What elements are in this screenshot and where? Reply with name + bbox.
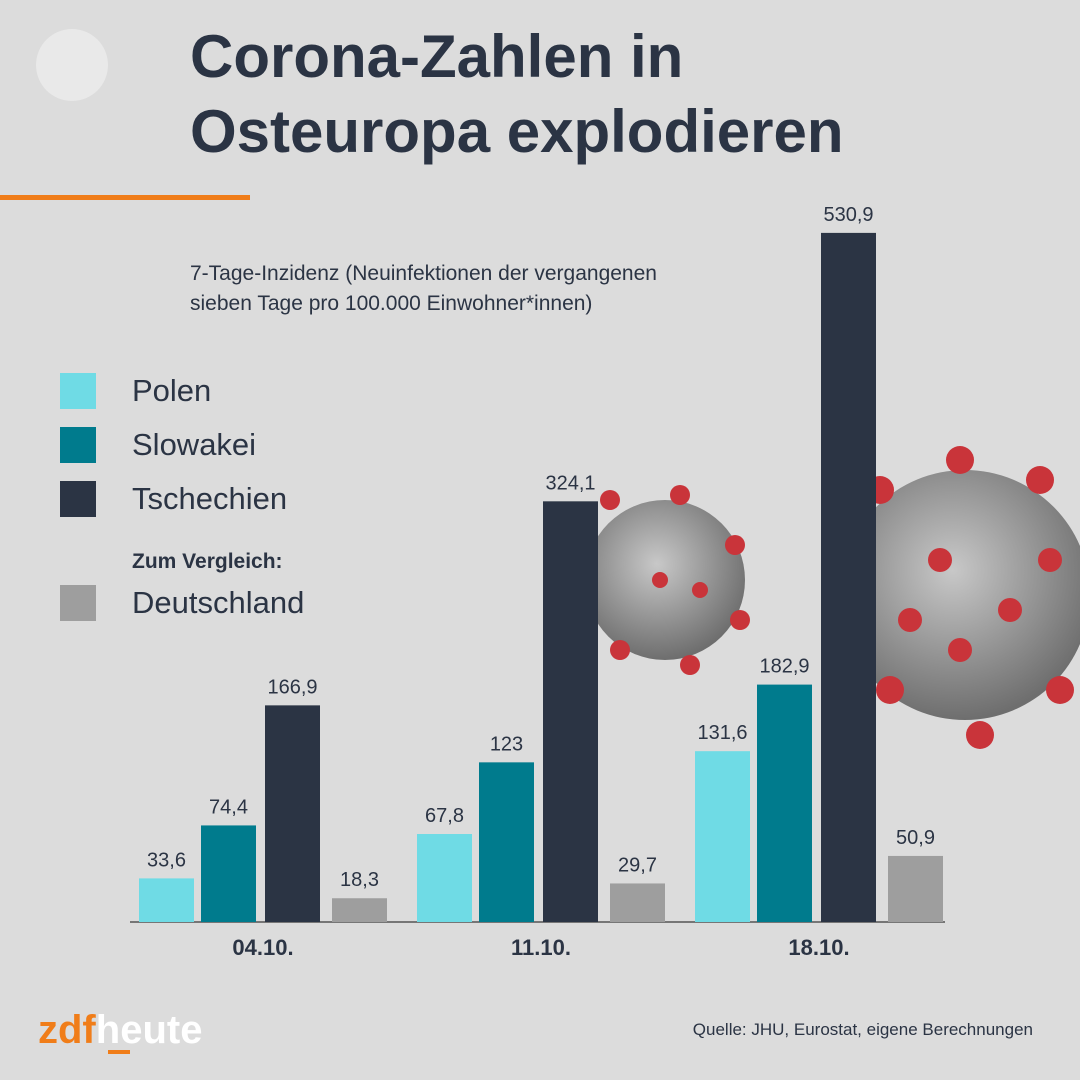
bar: [821, 232, 876, 923]
value-label: 123: [490, 733, 523, 755]
virus-illustration: [585, 446, 1080, 749]
bar: [201, 825, 256, 922]
bar: [543, 501, 598, 922]
source: Quelle: JHU, Eurostat, eigene Berechnung…: [693, 1020, 1033, 1039]
watermark-logo: [36, 29, 108, 101]
logo-part: zdf: [38, 1008, 96, 1052]
bar: [265, 705, 320, 922]
bar: [479, 762, 534, 922]
x-tick-label: 04.10.: [232, 935, 293, 960]
logo-part: heute: [96, 1008, 203, 1052]
bar: [139, 878, 194, 922]
x-tick-label: 18.10.: [788, 935, 849, 960]
value-label: 29,7: [618, 854, 657, 876]
legend-swatch: [60, 427, 96, 463]
bar: [417, 833, 472, 922]
logo: zdfheute: [38, 1008, 202, 1052]
subtitle: 7-Tage-Inzidenz (Neuinfektionen der verg…: [190, 262, 657, 285]
subtitle: sieben Tage pro 100.000 Einwohner*innen): [190, 292, 592, 315]
legend-label: Polen: [132, 373, 211, 408]
title: Osteuropa explodieren: [190, 98, 844, 165]
legend-label: Deutschland: [132, 585, 304, 620]
bar: [332, 898, 387, 922]
bar: [610, 883, 665, 922]
value-label: 18,3: [340, 869, 379, 891]
legend-swatch: [60, 585, 96, 621]
value-label: 324,1: [545, 472, 595, 494]
legend-swatch: [60, 373, 96, 409]
x-tick-label: 11.10.: [511, 935, 571, 960]
bar: [695, 751, 750, 922]
bar: [757, 684, 812, 922]
legend-label: Slowakei: [132, 427, 256, 462]
value-label: 67,8: [425, 805, 464, 827]
value-label: 166,9: [267, 676, 317, 698]
legend-label: Tschechien: [132, 481, 287, 516]
title: Corona-Zahlen in: [190, 23, 683, 90]
legend-note: Zum Vergleich:: [132, 550, 283, 573]
legend-swatch: [60, 481, 96, 517]
value-label: 50,9: [896, 827, 935, 849]
value-label: 74,4: [209, 796, 248, 818]
value-label: 530,9: [823, 204, 873, 226]
value-label: 131,6: [697, 722, 747, 744]
accent-line: [0, 195, 250, 200]
logo-underline: [108, 1050, 130, 1054]
value-label: 182,9: [759, 656, 809, 678]
value-label: 33,6: [147, 849, 186, 871]
bar: [888, 855, 943, 922]
